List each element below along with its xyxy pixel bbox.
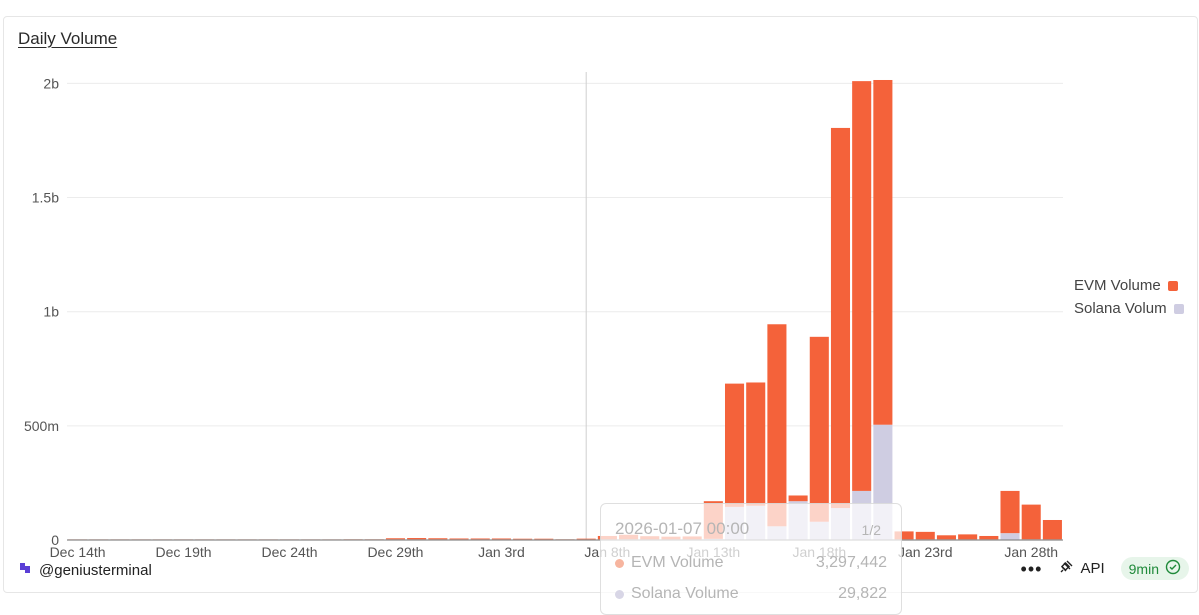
- brand-logo-icon: [18, 561, 32, 579]
- tooltip-label-evm: EVM Volume: [631, 554, 724, 571]
- hover-tooltip: 2026-01-07 00:00 1/2 EVM Volume 3,297,44…: [600, 503, 902, 615]
- legend-item-solana[interactable]: Solana Volum: [1074, 297, 1184, 320]
- bar-evm[interactable]: [1000, 490, 1020, 534]
- bar-evm[interactable]: [894, 531, 914, 540]
- bar-evm[interactable]: [979, 535, 999, 540]
- x-tick-label: Jan 28th: [1004, 544, 1058, 560]
- x-tick-label: Dec 14th: [50, 544, 106, 560]
- freshness-label: 9min: [1128, 560, 1159, 577]
- bar-evm[interactable]: [470, 538, 490, 540]
- bar-evm[interactable]: [1021, 504, 1041, 540]
- bar-evm[interactable]: [407, 538, 427, 540]
- tooltip-row-evm: EVM Volume 3,297,442: [615, 554, 887, 572]
- tooltip-value-evm: 3,297,442: [815, 554, 887, 571]
- footer-brand[interactable]: @geniusterminal: [18, 561, 152, 579]
- bar-evm[interactable]: [936, 535, 956, 540]
- legend-label-solana: Solana Volum: [1074, 300, 1167, 317]
- bar-evm[interactable]: [1042, 519, 1062, 540]
- bar-evm[interactable]: [767, 324, 787, 527]
- y-tick-label: 2b: [43, 75, 59, 91]
- y-tick-label: 500m: [24, 418, 59, 434]
- bar-evm[interactable]: [746, 382, 766, 506]
- api-label: API: [1080, 560, 1105, 577]
- bar-evm[interactable]: [449, 538, 469, 540]
- legend: EVM Volume Solana Volum: [1074, 274, 1184, 320]
- footer-actions: ••• API 9min: [1021, 557, 1189, 580]
- y-tick-label: 1b: [43, 304, 59, 320]
- legend-label-evm: EVM Volume: [1074, 277, 1161, 294]
- bar-evm[interactable]: [852, 81, 872, 491]
- x-tick-label: Dec 29th: [367, 544, 423, 560]
- more-options-button[interactable]: •••: [1020, 558, 1043, 579]
- x-tick-label: Jan 3rd: [478, 544, 525, 560]
- tooltip-dot-solana: [615, 589, 624, 599]
- legend-item-evm[interactable]: EVM Volume: [1074, 274, 1184, 297]
- tooltip-row-solana: Solana Volume 29,822: [615, 585, 887, 603]
- bar-evm[interactable]: [958, 534, 978, 540]
- bar-evm[interactable]: [873, 79, 893, 425]
- tooltip-page-indicator[interactable]: 1/2: [861, 522, 881, 538]
- bar-evm[interactable]: [830, 127, 851, 509]
- bar-evm[interactable]: [809, 336, 829, 522]
- bar-evm[interactable]: [513, 538, 533, 540]
- y-tick-label: 1.5b: [32, 190, 59, 206]
- bar-evm[interactable]: [385, 538, 406, 540]
- bar-evm[interactable]: [428, 538, 448, 540]
- bar-evm[interactable]: [788, 495, 808, 502]
- x-tick-label: Dec 24th: [261, 544, 317, 560]
- bar-evm[interactable]: [491, 538, 511, 540]
- legend-swatch-solana: [1173, 303, 1184, 314]
- y-tick-label: 0: [51, 532, 59, 548]
- bar-solana[interactable]: [1000, 533, 1020, 540]
- tooltip-dot-evm: [615, 558, 624, 568]
- legend-swatch-evm: [1167, 280, 1178, 291]
- api-button[interactable]: API: [1058, 559, 1105, 579]
- x-tick-label: Jan 23rd: [898, 544, 952, 560]
- tooltip-date: 2026-01-07 00:00: [615, 519, 750, 538]
- check-badge-icon: [1165, 559, 1181, 578]
- bar-evm[interactable]: [534, 538, 554, 540]
- tooltip-label-solana: Solana Volume: [631, 585, 739, 602]
- freshness-badge[interactable]: 9min: [1120, 557, 1189, 580]
- bar-evm[interactable]: [576, 538, 596, 540]
- chart-card: [3, 16, 1198, 593]
- tooltip-value-solana: 29,822: [838, 585, 887, 602]
- x-tick-label: Dec 19th: [156, 544, 212, 560]
- brand-handle: @geniusterminal: [39, 561, 152, 579]
- bar-evm[interactable]: [915, 531, 935, 540]
- chart-title[interactable]: Daily Volume: [18, 29, 118, 48]
- bar-evm[interactable]: [724, 383, 745, 507]
- plug-icon: [1058, 559, 1074, 579]
